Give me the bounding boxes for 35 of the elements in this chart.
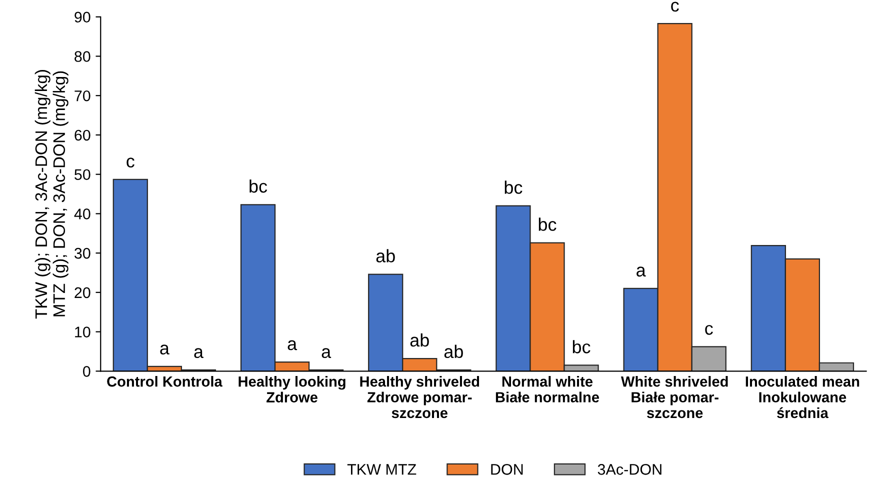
y-tick-label: 70 — [74, 90, 90, 102]
x-tick-label: Inoculated mean Inokulowane średnia — [746, 376, 860, 418]
y-tick-label: 90 — [74, 12, 90, 23]
annotation: bc — [250, 179, 268, 193]
annotation: bc — [572, 340, 590, 354]
x-tick-label: Control Kontrola — [107, 376, 222, 387]
annotation: c — [126, 158, 134, 168]
y-tick-label: 20 — [74, 287, 90, 298]
x-tick-label: Healthy shriveled Zdrowe pomar- szczone — [360, 376, 480, 418]
y-tick-label: 0 — [83, 366, 90, 377]
annotation: bc — [504, 180, 522, 194]
text: c — [671, 2, 679, 12]
annotation: ab — [444, 344, 463, 358]
x-tick-label: Normal white Białe normalne — [496, 376, 600, 402]
y-tick-label: 30 — [74, 248, 90, 259]
y-tick-label: 40 — [74, 208, 90, 220]
legend-label: 3Ac-DON — [598, 464, 662, 475]
y-tick-label: 80 — [74, 51, 90, 62]
legend-label: DON — [491, 464, 523, 475]
annotation: a — [636, 266, 646, 277]
y-tick-label: 10 — [75, 326, 90, 338]
y-tick-label: 60 — [74, 130, 90, 141]
annotation: c — [705, 324, 713, 335]
x-tick-label: White shriveled Białe pomar- szczone — [620, 376, 728, 418]
annotation: a — [194, 348, 204, 358]
annotation: ab — [376, 249, 395, 262]
annotation: a — [322, 348, 332, 358]
x-tick-label: Healthy looking Zdrowe — [238, 376, 346, 402]
y-axis-title: TKW (g); DON, 3Ac-DON (mg/kg) MTZ (g); DON, 3Ac-DON (mg/kg) — [34, 70, 68, 319]
annotation: ab — [410, 333, 429, 347]
annotation: a — [160, 344, 170, 355]
y-tick-label: 50 — [74, 169, 90, 180]
legend-label: TKW MTZ — [347, 464, 416, 475]
annotation: a — [288, 340, 298, 350]
annotation: bc — [538, 218, 556, 231]
